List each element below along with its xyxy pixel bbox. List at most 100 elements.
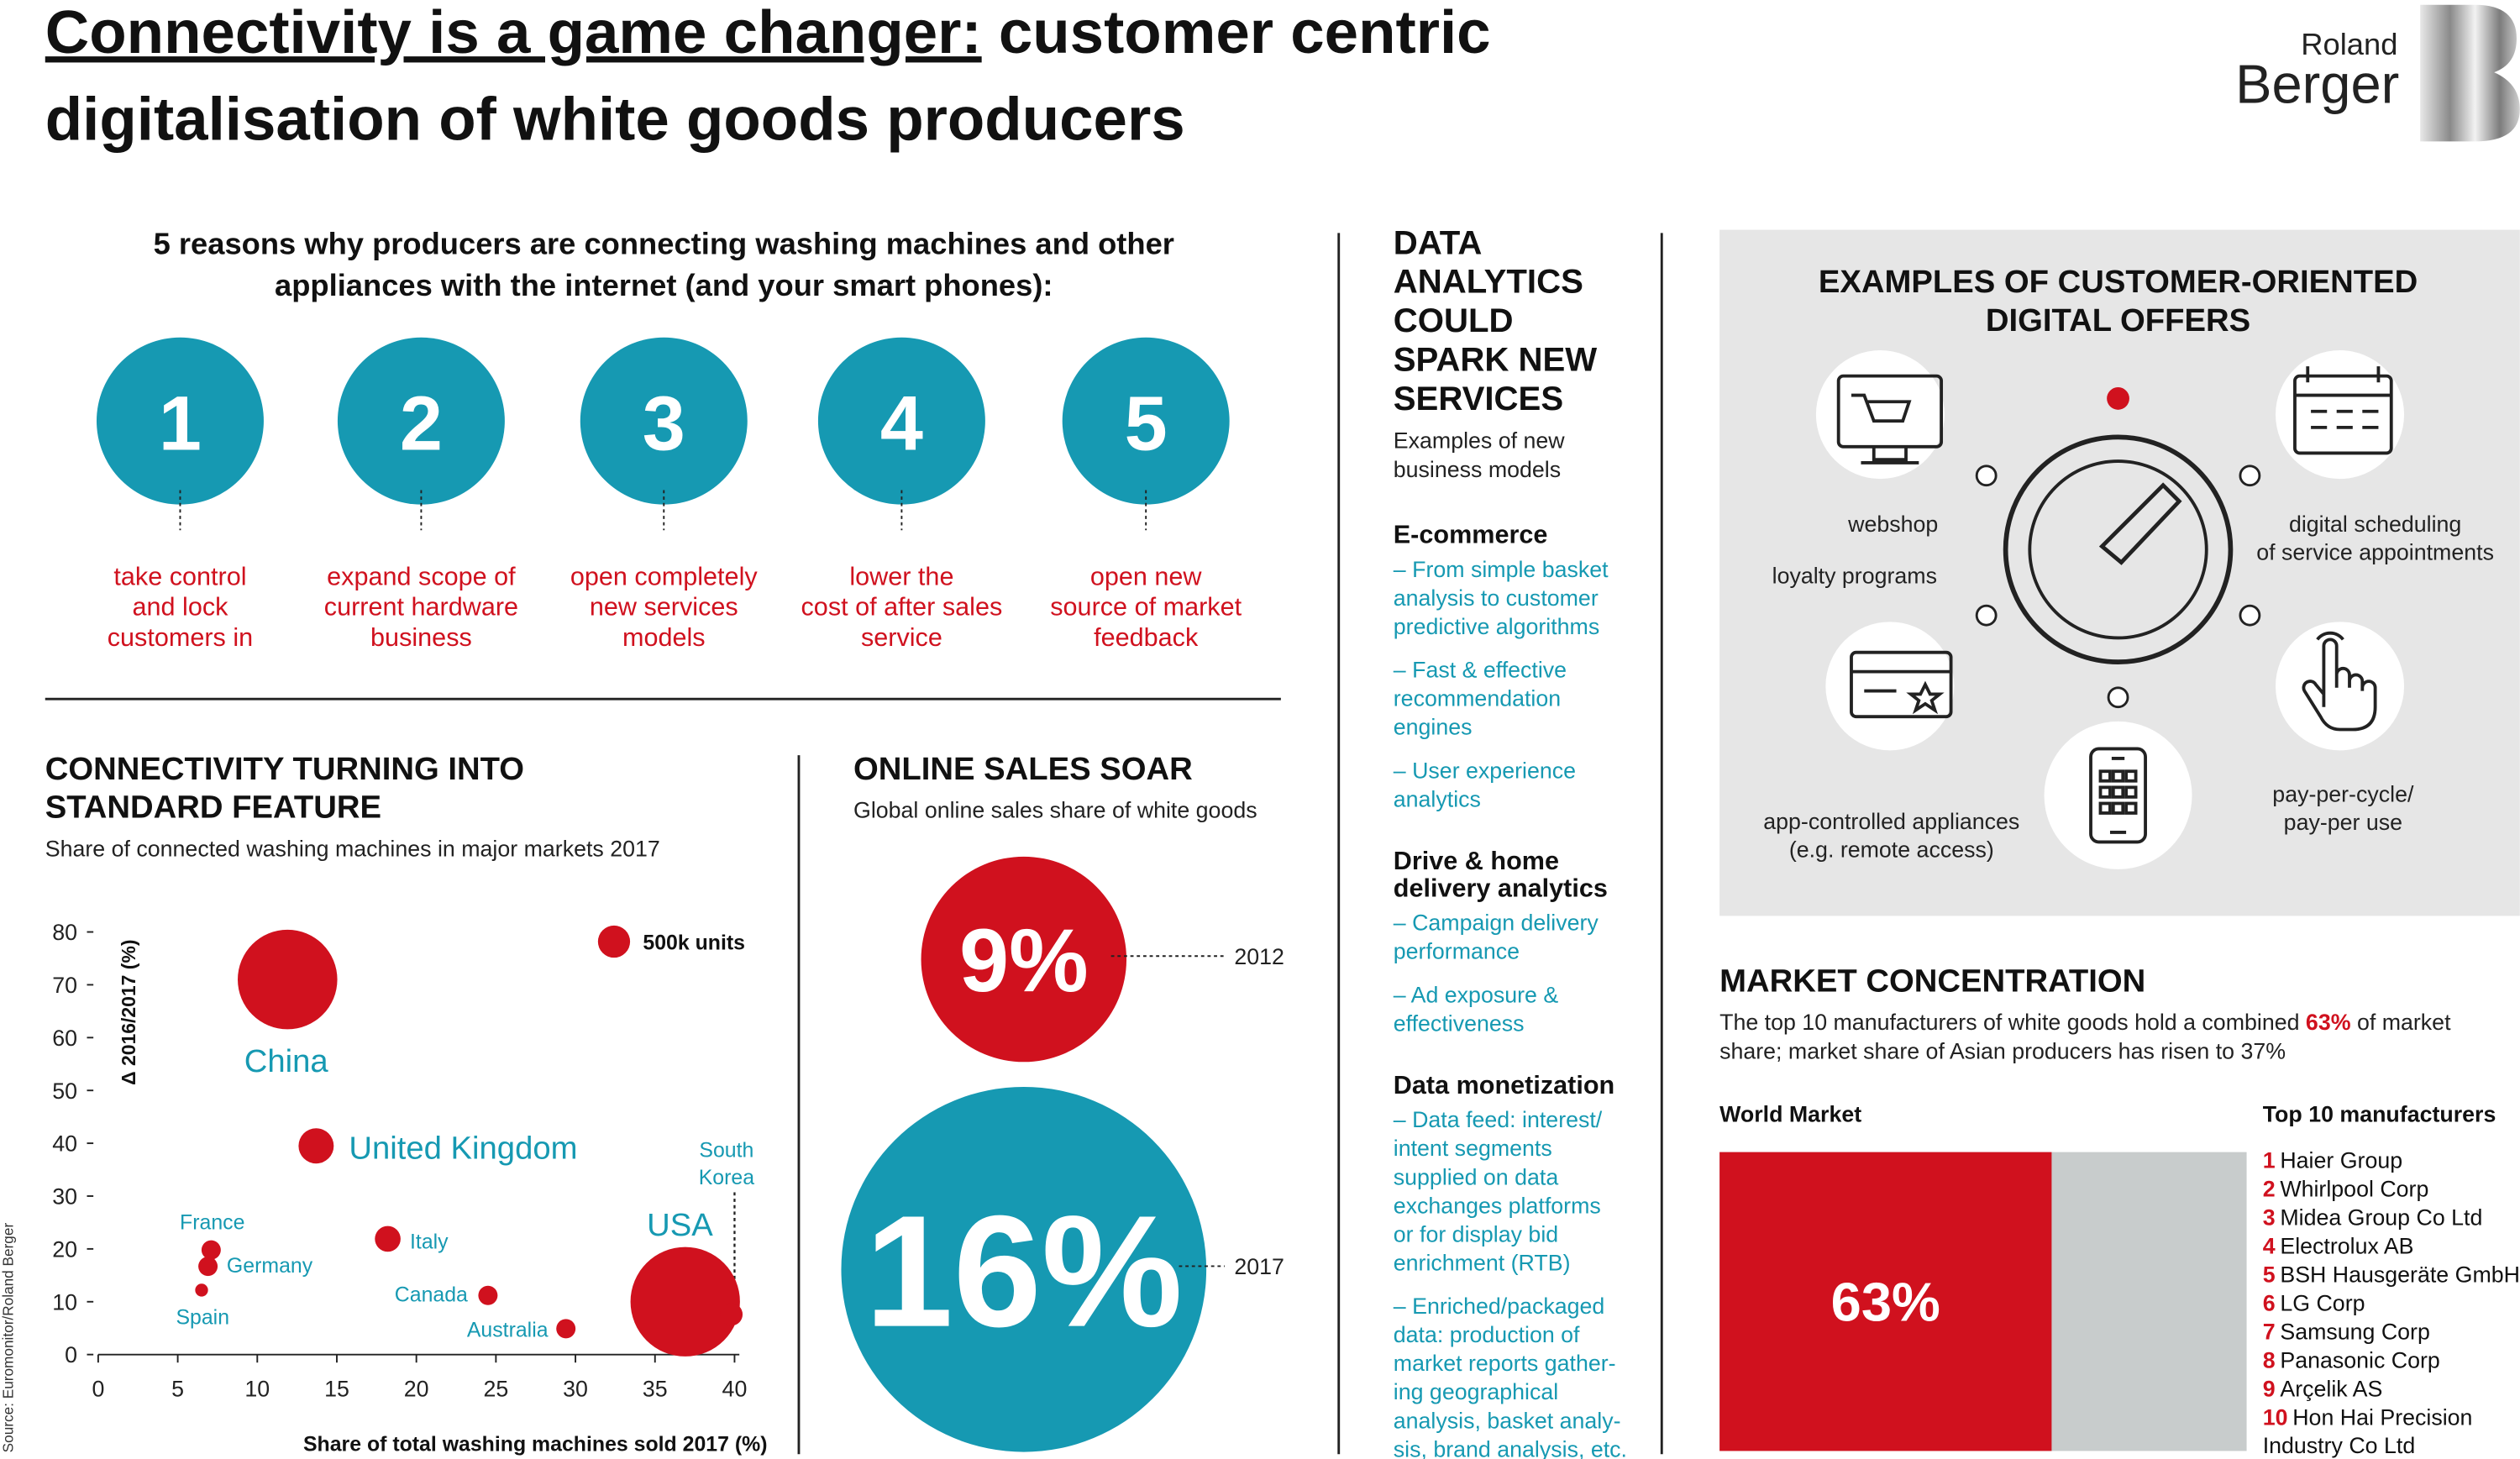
chart-title: World Market [1719, 1101, 1861, 1126]
name: Electrolux AB [2280, 1234, 2413, 1259]
manufacturer: 7 Samsung Corp [2263, 1319, 2430, 1344]
section-title: E-commerce [1394, 521, 1548, 549]
section-item: – Ad exposure & [1394, 982, 1559, 1007]
rank: 10 [2263, 1404, 2288, 1430]
name: LG Corp [2280, 1291, 2365, 1316]
section-item: intent segments [1394, 1136, 1552, 1161]
point-label: United Kingdom [349, 1130, 577, 1166]
reason-number: 3 [643, 381, 685, 467]
legend-bubble [597, 925, 631, 958]
point-label: South Korea [699, 1138, 755, 1189]
category-label: 2012 [1234, 944, 1284, 969]
offer-label: digital scheduling [2289, 512, 2461, 537]
section-item: engines [1394, 715, 1473, 740]
bubble [375, 1225, 401, 1252]
reasons-heading: appliances with the internet (and your s… [275, 268, 1053, 302]
reason-circle [817, 337, 985, 505]
bubble [238, 929, 338, 1030]
manufacturer: 4 Electrolux AB [2263, 1234, 2414, 1259]
offers-title: EXAMPLES OF CUSTOMER-ORIENTED [1819, 264, 2418, 300]
section-title: delivery analytics [1394, 874, 1608, 902]
section-item: ing geographical [1394, 1379, 1558, 1404]
chart-subtitle: Share of connected washing machines in m… [45, 837, 660, 862]
title-underlined: Connectivity is a game changer: [45, 0, 982, 66]
y-tick-label: 20 [52, 1236, 77, 1262]
reason-circle [96, 337, 264, 505]
manufacturer: 6 LG Corp [2263, 1291, 2365, 1316]
section-item: supplied on data [1394, 1164, 1559, 1189]
description-part: 63% [2306, 1010, 2351, 1035]
section-item: analytics [1394, 786, 1481, 811]
bubble [201, 1240, 221, 1260]
bubble [841, 1086, 1207, 1452]
x-tick-label: 20 [404, 1376, 429, 1401]
section-item: exchanges platforms [1394, 1193, 1601, 1218]
description: The top 10 manufacturers of white goods … [1719, 1010, 2451, 1035]
x-axis-label: Share of total washing machines sold 201… [303, 1432, 768, 1456]
point-label: Spain [176, 1305, 229, 1329]
y-axis-label: Δ 2016/2017 (%) [118, 940, 139, 1085]
section-title: MARKET CONCENTRATION [1719, 963, 2145, 999]
analytics-heading: SERVICES [1394, 380, 1563, 417]
value-label: 9% [959, 911, 1089, 1010]
reason-text: customers in [108, 623, 253, 652]
name: Whirlpool Corp [2280, 1177, 2428, 1202]
analytics-subtitle: business models [1394, 457, 1561, 482]
bubble [556, 1319, 576, 1339]
bubble [921, 856, 1127, 1063]
offers-title: DIGITAL OFFERS [1986, 302, 2250, 339]
rank: 5 [2263, 1262, 2276, 1288]
x-tick-label: 0 [92, 1376, 104, 1401]
offer-label: (e.g. remote access) [1789, 837, 1994, 863]
analytics-heading: SPARK NEW [1394, 341, 1598, 379]
reasons-heading: 5 reasons why producers are connecting w… [154, 226, 1174, 260]
description-part: share; market share of Asian producers h… [1719, 1039, 2286, 1064]
analytics-heading: DATA [1394, 223, 1483, 261]
section-item: – Enriched/packaged [1394, 1294, 1604, 1319]
y-tick-label: 0 [65, 1342, 77, 1367]
section-title: Data monetization [1394, 1071, 1614, 1099]
y-tick-label: 40 [52, 1131, 77, 1157]
offer-label: app-controlled appliances [1763, 809, 2019, 834]
point-label: China [244, 1043, 329, 1079]
name: Arçelik AS [2280, 1376, 2382, 1401]
manufacturer: 2 Whirlpool Corp [2263, 1177, 2429, 1202]
reason-text: take control [113, 562, 246, 590]
description-part: The top 10 manufacturers of white goods … [1719, 1010, 2306, 1035]
chart-title: CONNECTIVITY TURNING INTO [45, 751, 524, 787]
reason-text: feedback [1094, 623, 1199, 652]
value-label: 63% [1831, 1271, 1940, 1332]
section-item: analysis, basket analy- [1394, 1408, 1621, 1433]
bubble [195, 1283, 208, 1297]
section-item: – User experience [1394, 758, 1576, 783]
reason-text: service [861, 623, 942, 652]
point-label: Australia [467, 1319, 549, 1342]
manufacturer: 3 Midea Group Co Ltd [2263, 1205, 2483, 1231]
name: Samsung Corp [2280, 1319, 2430, 1344]
chart-title: STANDARD FEATURE [45, 790, 381, 826]
reason-text: open new [1090, 562, 1203, 590]
offer-label: loyalty programs [1772, 563, 1937, 588]
reason-text: models [622, 623, 706, 652]
y-tick-label: 80 [52, 920, 77, 945]
bubble [720, 1303, 743, 1326]
rank: 3 [2263, 1205, 2276, 1231]
reason-circle [580, 337, 748, 505]
x-tick-label: 15 [324, 1376, 349, 1401]
x-tick-label: 25 [483, 1376, 508, 1401]
name: Midea Group Co Ltd [2280, 1205, 2482, 1231]
section-item: – From simple basket [1394, 557, 1609, 582]
dial-indicator [2107, 387, 2129, 410]
y-tick-label: 30 [52, 1184, 77, 1210]
bubble [198, 1257, 218, 1277]
manufacturer: 5 BSH Hausgeräte GmbH [2263, 1262, 2520, 1288]
analytics-subtitle: Examples of new [1394, 428, 1565, 454]
rank: 1 [2263, 1148, 2276, 1173]
legend-label: 500k units [643, 932, 745, 955]
rank: 7 [2263, 1319, 2276, 1344]
section-item: predictive algorithms [1394, 614, 1599, 639]
chart-subtitle: Global online sales share of white goods [853, 798, 1257, 823]
reason-circle [337, 337, 505, 505]
dial [1975, 434, 2261, 709]
